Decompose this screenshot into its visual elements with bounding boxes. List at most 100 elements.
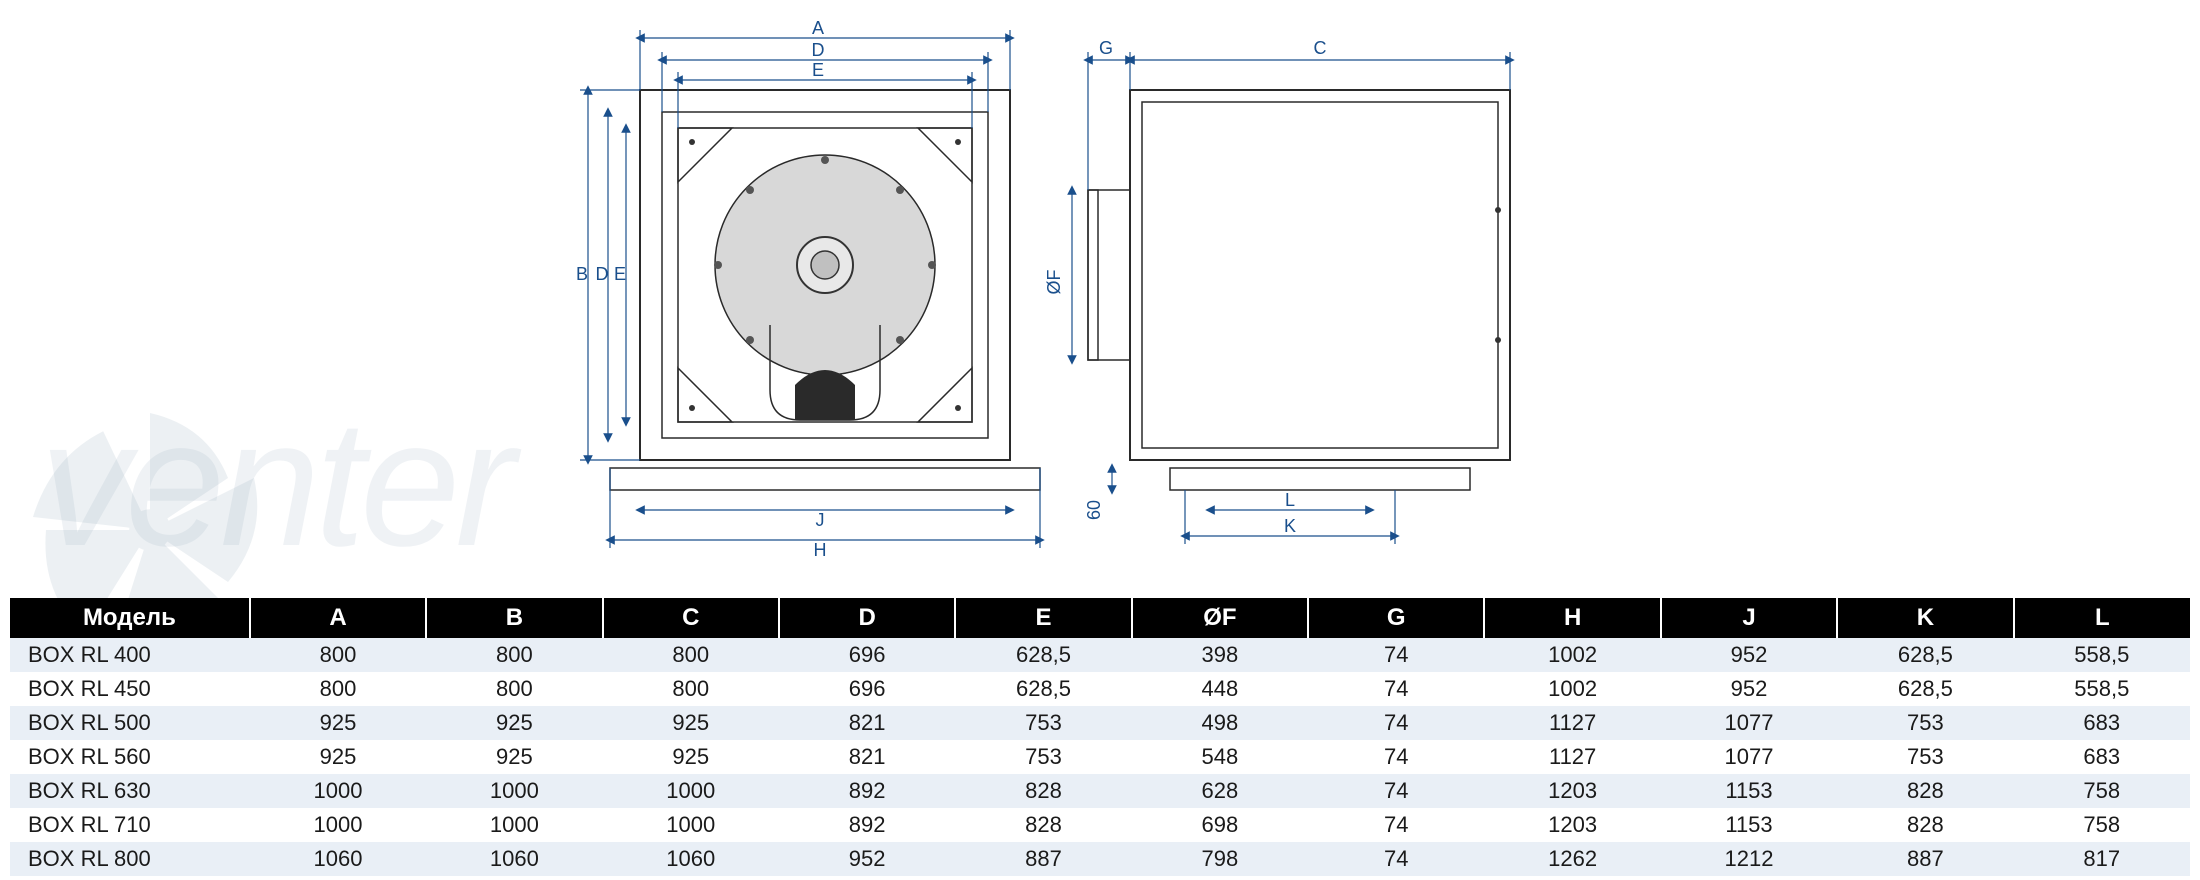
col-header: E: [955, 598, 1131, 638]
dim-cell: 952: [779, 842, 955, 876]
dim-cell: 628,5: [1837, 638, 2013, 672]
dim-cell: 1153: [1661, 808, 1837, 842]
dim-label-e2: E: [614, 264, 626, 284]
dim-cell: 1000: [603, 808, 779, 842]
dim-cell: 821: [779, 706, 955, 740]
dim-cell: 828: [955, 808, 1131, 842]
model-cell: BOX RL 400: [10, 638, 250, 672]
dim-cell: 683: [2014, 740, 2190, 774]
col-header: H: [1484, 598, 1660, 638]
dim-label-j: J: [816, 510, 825, 530]
dim-cell: 696: [779, 638, 955, 672]
col-header: A: [250, 598, 426, 638]
dim-cell: 1203: [1484, 774, 1660, 808]
table-row: BOX RL 500925925925821753498741127107775…: [10, 706, 2190, 740]
dim-cell: 892: [779, 808, 955, 842]
col-header: K: [1837, 598, 2013, 638]
dim-cell: 1077: [1661, 706, 1837, 740]
dim-cell: 887: [1837, 842, 2013, 876]
dim-cell: 925: [250, 740, 426, 774]
dim-label-d: D: [812, 40, 825, 60]
dim-cell: 817: [2014, 842, 2190, 876]
col-header: Модель: [10, 598, 250, 638]
model-cell: BOX RL 450: [10, 672, 250, 706]
dim-cell: 925: [603, 706, 779, 740]
model-cell: BOX RL 560: [10, 740, 250, 774]
dim-cell: 74: [1308, 638, 1484, 672]
dim-cell: 1203: [1484, 808, 1660, 842]
table-row: BOX RL 630100010001000892828628741203115…: [10, 774, 2190, 808]
dim-label-l: L: [1285, 490, 1295, 510]
dim-label-g: G: [1099, 38, 1113, 58]
table-row: BOX RL 450800800800696628,54487410029526…: [10, 672, 2190, 706]
table-header-row: Модель A B C D E ØF G H J K L: [10, 598, 2190, 638]
dim-cell: 398: [1132, 638, 1308, 672]
col-header: C: [603, 598, 779, 638]
dim-cell: 1000: [603, 774, 779, 808]
table-row: BOX RL 710100010001000892828698741203115…: [10, 808, 2190, 842]
dim-cell: 753: [1837, 706, 2013, 740]
dim-cell: 74: [1308, 672, 1484, 706]
dim-cell: 800: [603, 672, 779, 706]
dim-cell: 800: [426, 672, 602, 706]
dim-cell: 892: [779, 774, 955, 808]
dim-cell: 628: [1132, 774, 1308, 808]
dim-cell: 1060: [250, 842, 426, 876]
dim-cell: 925: [250, 706, 426, 740]
dim-cell: 558,5: [2014, 672, 2190, 706]
dim-cell: 828: [1837, 774, 2013, 808]
dim-cell: 1212: [1661, 842, 1837, 876]
dim-cell: 74: [1308, 808, 1484, 842]
dim-cell: 1153: [1661, 774, 1837, 808]
dim-cell: 74: [1308, 774, 1484, 808]
dim-cell: 1060: [426, 842, 602, 876]
dim-cell: 1127: [1484, 706, 1660, 740]
dim-cell: 828: [955, 774, 1131, 808]
technical-diagram: A D E B D E J H G C: [560, 20, 1640, 580]
dim-cell: 925: [426, 706, 602, 740]
model-cell: BOX RL 630: [10, 774, 250, 808]
col-header: L: [2014, 598, 2190, 638]
dim-cell: 74: [1308, 740, 1484, 774]
col-header: G: [1308, 598, 1484, 638]
dim-cell: 800: [250, 672, 426, 706]
dim-cell: 1127: [1484, 740, 1660, 774]
dim-cell: 798: [1132, 842, 1308, 876]
dim-cell: 1077: [1661, 740, 1837, 774]
table-row: BOX RL 560925925925821753548741127107775…: [10, 740, 2190, 774]
model-cell: BOX RL 800: [10, 842, 250, 876]
dim-cell: 753: [955, 706, 1131, 740]
dim-label-60: 60: [1084, 500, 1104, 520]
dim-cell: 1000: [250, 774, 426, 808]
dim-cell: 821: [779, 740, 955, 774]
dim-label-e: E: [812, 60, 824, 80]
dim-cell: 758: [2014, 774, 2190, 808]
dim-label-b: B: [576, 264, 588, 284]
col-header: J: [1661, 598, 1837, 638]
dim-cell: 800: [426, 638, 602, 672]
dim-cell: 925: [603, 740, 779, 774]
dim-cell: 628,5: [1837, 672, 2013, 706]
dim-cell: 548: [1132, 740, 1308, 774]
dim-label-a: A: [812, 20, 824, 38]
dim-cell: 696: [779, 672, 955, 706]
dim-cell: 628,5: [955, 672, 1131, 706]
dim-cell: 952: [1661, 672, 1837, 706]
table-row: BOX RL 800106010601060952887798741262121…: [10, 842, 2190, 876]
dim-cell: 74: [1308, 842, 1484, 876]
dim-cell: 1002: [1484, 672, 1660, 706]
dim-cell: 498: [1132, 706, 1308, 740]
dim-cell: 698: [1132, 808, 1308, 842]
dim-label-of: ØF: [1044, 269, 1064, 294]
dim-cell: 1000: [250, 808, 426, 842]
model-cell: BOX RL 710: [10, 808, 250, 842]
dim-cell: 1000: [426, 774, 602, 808]
table-row: BOX RL 400800800800696628,53987410029526…: [10, 638, 2190, 672]
dim-cell: 887: [955, 842, 1131, 876]
dim-cell: 828: [1837, 808, 2013, 842]
dim-cell: 74: [1308, 706, 1484, 740]
dim-cell: 558,5: [2014, 638, 2190, 672]
dim-label-h: H: [814, 540, 827, 560]
dim-cell: 753: [955, 740, 1131, 774]
dim-label-d2: D: [596, 264, 609, 284]
